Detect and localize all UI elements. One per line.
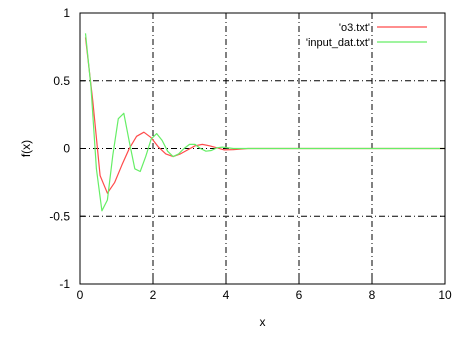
x-tick-label: 6 (296, 288, 303, 302)
x-tick-label: 8 (369, 288, 376, 302)
legend-label: 'o3.txt' (339, 22, 370, 34)
x-tick-label: 2 (150, 288, 157, 302)
series-layer (84, 33, 445, 212)
x-tick-label: 10 (438, 288, 452, 302)
series-line-0 (84, 37, 445, 194)
y-tick-label: 0 (63, 142, 70, 156)
ticks: 0 2 4 6 8 10 -1 -0.5 0 0.5 1 (49, 6, 452, 302)
x-tick-label: 4 (223, 288, 230, 302)
y-tick-label: 0.5 (53, 74, 70, 88)
x-tick-label: 0 (77, 288, 84, 302)
x-axis-label: x (260, 315, 266, 329)
series-line-1 (84, 33, 445, 212)
legend: 'o3.txt' 'input_dat.txt' (306, 22, 427, 49)
y-tick-label: -1 (59, 277, 70, 291)
y-axis-label: f(x) (19, 140, 33, 157)
legend-label: 'input_dat.txt' (306, 37, 370, 49)
y-tick-label: -0.5 (49, 209, 70, 223)
y-tick-label: 1 (63, 6, 70, 20)
